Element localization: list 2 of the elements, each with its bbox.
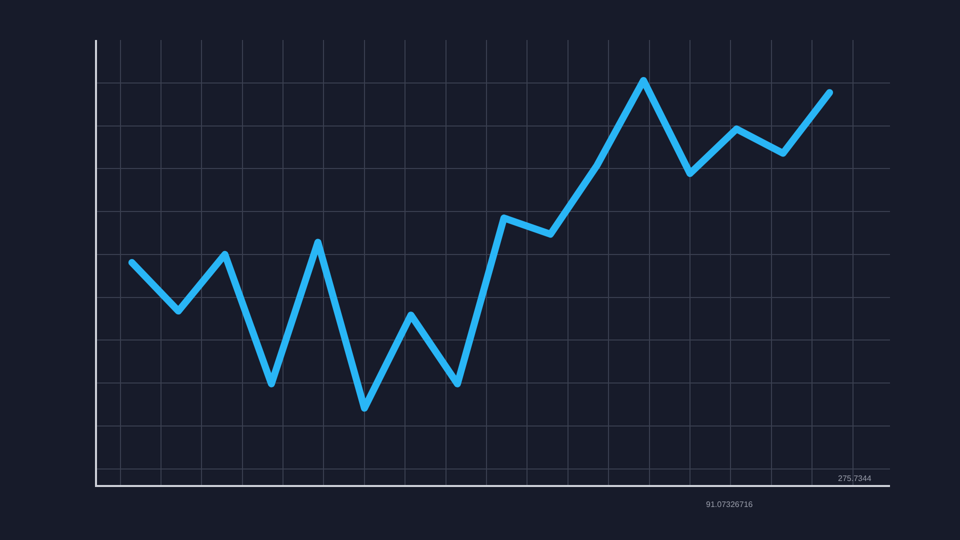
text: 91.07326716 xyxy=(706,500,754,509)
annotation: 275.7344 xyxy=(838,474,872,483)
